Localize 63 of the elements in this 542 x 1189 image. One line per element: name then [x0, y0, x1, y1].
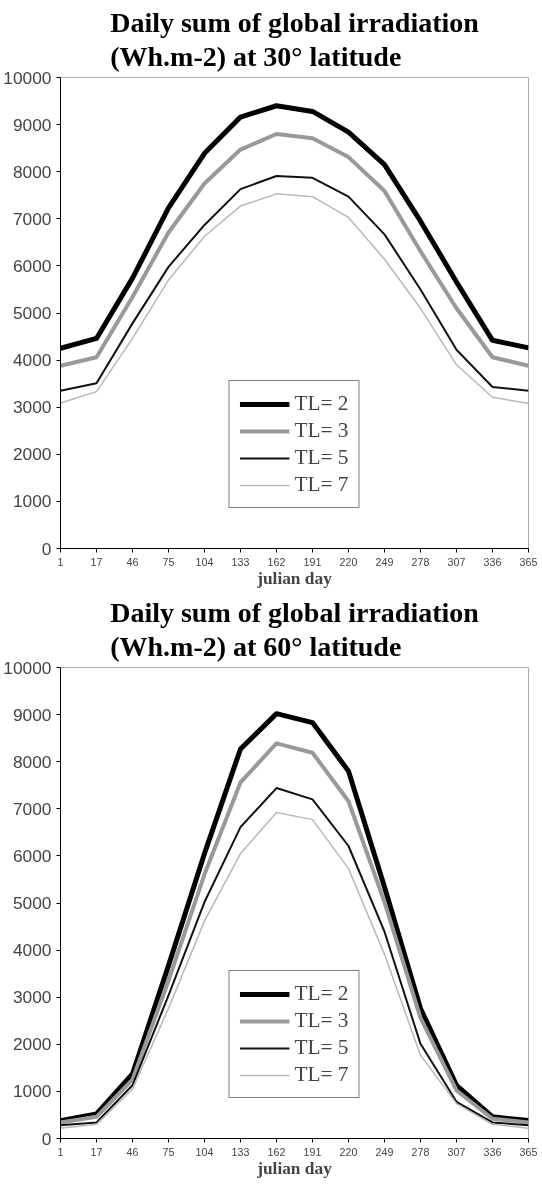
- y-tick-label: 8000: [12, 751, 52, 772]
- y-tick-label: 2000: [12, 1034, 52, 1055]
- x-tick-label: 307: [447, 1145, 466, 1158]
- x-tick-label: 249: [375, 555, 394, 568]
- x-tick-label: 307: [447, 555, 466, 568]
- x-tick-label: 365: [519, 555, 538, 568]
- y-tick-label: 5000: [12, 303, 52, 323]
- chart-title: Daily sum of global irradiation (Wh.m-2) at 60° latitude: [110, 597, 480, 663]
- x-tick-label: 278: [411, 555, 430, 568]
- y-tick-label: 0: [41, 538, 52, 559]
- y-tick-label: 3000: [12, 397, 52, 418]
- y-tick-label: 10000: [3, 67, 52, 88]
- x-tick-label: 336: [483, 555, 502, 568]
- x-tick-label: 191: [303, 555, 322, 568]
- x-tick-label: 278: [411, 1145, 430, 1158]
- x-axis-title: julian day: [256, 1158, 333, 1178]
- line-series: [60, 132, 529, 368]
- legend-label: TL= 3: [294, 418, 349, 443]
- x-tick-label: 336: [483, 1145, 502, 1158]
- x-tick-label: 75: [162, 555, 175, 568]
- x-tick-label: 46: [126, 555, 139, 568]
- legend-label: TL= 7: [294, 1062, 349, 1087]
- legend-label: TL= 7: [294, 472, 349, 497]
- legend-label: TL= 2: [294, 981, 349, 1006]
- y-tick-label: 6000: [12, 255, 52, 276]
- x-tick-label: 249: [375, 1145, 394, 1158]
- x-tick-label: 104: [195, 555, 214, 568]
- x-tick-label: 220: [339, 555, 358, 568]
- y-tick-label: 0: [41, 1128, 52, 1149]
- y-tick-label: 4000: [12, 350, 52, 371]
- legend-label: TL= 3: [294, 1008, 349, 1033]
- y-tick-label: 4000: [12, 940, 52, 961]
- x-axis-title: julian day: [256, 568, 333, 588]
- x-tick-label: 1: [57, 1145, 64, 1158]
- x-tick-label: 75: [162, 1145, 175, 1158]
- y-tick-label: 2000: [12, 444, 52, 465]
- x-tick-label: 220: [339, 1145, 358, 1158]
- y-tick-label: 9000: [12, 114, 52, 135]
- y-tick-label: 6000: [12, 845, 52, 866]
- legend-label: TL= 5: [294, 445, 349, 470]
- y-tick-label: 8000: [12, 161, 52, 182]
- y-tick-label: 5000: [12, 893, 52, 913]
- y-tick-label: 1000: [12, 491, 52, 512]
- x-tick-label: 17: [90, 1145, 103, 1158]
- y-tick-label: 7000: [12, 208, 52, 229]
- y-tick-label: 10000: [3, 657, 52, 678]
- x-tick-label: 46: [126, 1145, 139, 1158]
- x-tick-label: 104: [195, 1145, 214, 1158]
- y-tick-label: 3000: [12, 987, 52, 1008]
- y-tick-label: 7000: [12, 798, 52, 819]
- x-tick-label: 162: [267, 1145, 286, 1158]
- x-tick-label: 162: [267, 555, 286, 568]
- x-tick-label: 191: [303, 1145, 322, 1158]
- legend-label: TL= 2: [294, 391, 349, 416]
- x-tick-label: 133: [231, 555, 250, 568]
- x-tick-label: 1: [57, 555, 64, 568]
- y-tick-label: 9000: [12, 704, 52, 725]
- x-tick-label: 133: [231, 1145, 250, 1158]
- x-tick-label: 365: [519, 1145, 538, 1158]
- y-tick-label: 1000: [12, 1081, 52, 1102]
- chart-title: Daily sum of global irradiation (Wh.m-2) at 30° latitude: [110, 7, 480, 73]
- x-tick-label: 17: [90, 555, 103, 568]
- legend-label: TL= 5: [294, 1035, 349, 1060]
